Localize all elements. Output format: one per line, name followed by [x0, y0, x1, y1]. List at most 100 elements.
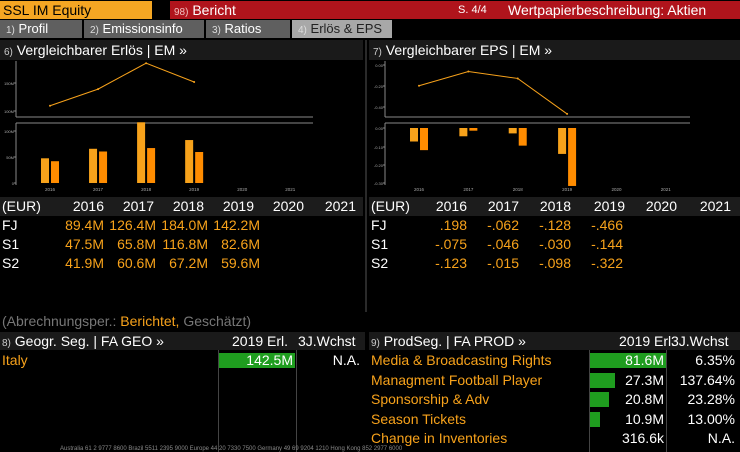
col-head: 2018 [539, 198, 571, 214]
ticker-tape: Australia 61 2 9777 8600 Brazil 5511 239… [60, 446, 403, 452]
table-row[interactable]: FJ .198 -.062 -.128 -.466 [369, 216, 740, 235]
segment-growth: N.A. [332, 352, 360, 368]
list-item[interactable]: Sponsorship & Adv 20.8M 23.28% [369, 390, 740, 410]
segment-growth: 23.28% [687, 391, 735, 407]
table-row[interactable]: S2 -.123 -.015 -.098 -.322 [369, 254, 740, 273]
s2-bar [420, 128, 428, 151]
row-label: S1 [2, 236, 20, 252]
tab-erloes-eps[interactable]: 4) Erlös & EPS [292, 20, 392, 38]
cell-value: 89.4M [65, 217, 104, 233]
col-head: 2021 [699, 198, 731, 214]
tick-label: 0.00 [375, 126, 384, 131]
period-note: (Abrechnungsper.: Berichtet, Geschätzt) [2, 313, 251, 329]
fj-point [516, 77, 519, 80]
tab-label: Emissionsinfo [102, 21, 183, 36]
column-divider [218, 350, 219, 452]
revenue-bar [219, 353, 295, 368]
cell-value: -.098 [539, 255, 571, 271]
col-head: 2018 [172, 198, 204, 214]
segment-growth: N.A. [707, 430, 735, 446]
table-row[interactable]: S1 47.5M 65.8M 116.8M 82.6M [0, 235, 363, 254]
col-head: 2019 Erl. [232, 333, 289, 349]
list-item[interactable]: Managment Football Player 27.3M 137.64% [369, 371, 740, 391]
period-estimated[interactable]: Geschätzt) [183, 313, 252, 329]
list-item[interactable]: Media & Broadcasting Rights 81.6M 6.35% [369, 351, 740, 371]
table-row[interactable]: S2 41.9M 60.6M 67.2M 59.6M [0, 254, 363, 273]
tick-label: 100M [4, 129, 14, 134]
x-tick-label: 2016 [45, 187, 56, 192]
table-row[interactable]: S1 -.075 -.046 -.030 -.144 [369, 235, 740, 254]
x-tick-label: 2020 [237, 187, 248, 192]
tick-label: 100M [4, 109, 14, 114]
s1-bar [508, 128, 517, 134]
fj-point [97, 88, 100, 91]
segment-growth: 13.00% [687, 410, 735, 427]
tab-num: 4) [298, 25, 307, 36]
fj-point [566, 112, 569, 115]
revenue-bar [590, 372, 616, 388]
row-label: S1 [371, 236, 389, 252]
segment-value: 142.5M [246, 352, 293, 368]
col-head: 2019 Erl. [619, 333, 676, 349]
segment-growth: 6.35% [695, 352, 735, 368]
segment-label: Season Tickets [371, 410, 466, 427]
cell-value: 41.9M [65, 255, 104, 271]
tab-label: Ratios [224, 21, 262, 36]
revenue-bar [590, 353, 666, 368]
revenue-panel-header[interactable]: 6) Vergleichbarer Erlös | EM » [0, 40, 363, 60]
report-num: 98) [174, 7, 189, 18]
list-item[interactable]: Italy 142.5M N.A. [0, 351, 365, 371]
period-prefix: (Abrechnungsper.: [2, 313, 117, 329]
tick-label: -0.10 [374, 145, 384, 150]
col-head: 2019 [593, 198, 625, 214]
column-divider [666, 350, 667, 452]
s1-bar [185, 140, 194, 183]
row-label: S2 [2, 255, 20, 271]
fj-point [193, 81, 196, 84]
list-item[interactable]: Change in Inventories 316.6k N.A. [369, 429, 740, 449]
col-head: 3J.Wchst [298, 333, 356, 349]
cell-value: 59.6M [221, 255, 260, 271]
fj-series-line [418, 71, 568, 115]
tick-label: 0.00 [375, 63, 384, 68]
s2-bar [568, 128, 577, 186]
col-head: 2021 [324, 198, 356, 214]
s1-bar [459, 128, 468, 137]
cell-value: -.128 [539, 217, 571, 233]
tick-label: 0 [12, 181, 15, 186]
col-head: 2017 [122, 198, 154, 214]
panel-divider [365, 40, 367, 312]
column-divider [589, 350, 590, 452]
geo-segment-header[interactable]: 8) Geogr. Seg. | FA GEO » 2019 Erl. 3J.W… [0, 332, 365, 350]
table-header-row: (EUR) 2016 2017 2018 2019 2020 2021 [0, 197, 363, 216]
x-tick-label: 2021 [285, 187, 296, 192]
panel-title: Vergleichbarer EPS | EM » [385, 42, 553, 58]
tab-profil[interactable]: 1) Profil [0, 20, 82, 38]
tick-label: -0.40 [374, 105, 384, 110]
x-tick-label: 2020 [611, 187, 622, 192]
cell-value: -.144 [591, 236, 623, 252]
tab-label: Erlös & EPS [310, 21, 383, 36]
security-ticker[interactable]: SSL IM Equity [0, 1, 152, 19]
cell-value: .198 [439, 217, 467, 233]
period-reported[interactable]: Berichtet, [120, 313, 180, 329]
panel-num: 7) [373, 47, 382, 58]
report-button[interactable]: 98) Bericht [170, 1, 284, 19]
table-row[interactable]: FJ 89.4M 126.4M 184.0M 142.2M [0, 216, 363, 235]
list-item[interactable]: Season Tickets 10.9M 13.00% [369, 410, 740, 430]
tab-emissionsinfo[interactable]: 2) Emissionsinfo [84, 20, 204, 38]
s2-bar [195, 152, 204, 183]
product-segment-header[interactable]: 9) ProdSeg. | FA PROD » 2019 Erl. 3J.Wch… [369, 332, 740, 350]
eps-panel-header[interactable]: 7) Vergleichbarer EPS | EM » [369, 40, 740, 60]
fj-point [145, 62, 148, 65]
page-indicator: S. 4/4 [458, 4, 487, 16]
col-head: 2020 [272, 198, 304, 214]
fj-series-line [49, 62, 195, 107]
tab-ratios[interactable]: 3) Ratios [206, 20, 290, 38]
x-tick-label: 2017 [93, 187, 104, 192]
x-tick-label: 2016 [414, 187, 425, 192]
col-head: 2020 [645, 198, 677, 214]
col-head: 2017 [487, 198, 519, 214]
cell-value: 60.6M [117, 255, 156, 271]
revenue-bar [590, 392, 609, 407]
